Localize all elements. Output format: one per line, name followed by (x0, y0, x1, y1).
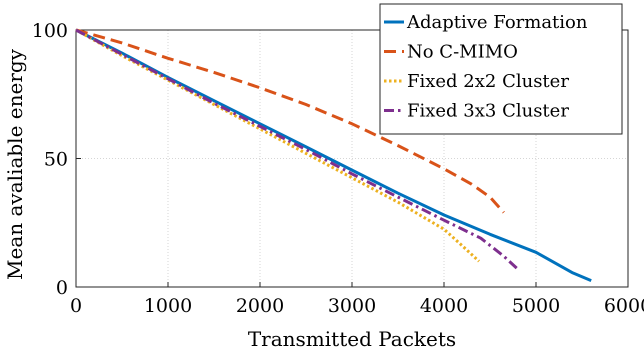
legend-label-4: Fixed 3x3 Cluster (407, 101, 569, 122)
legend-label-3: Fixed 2x2 Cluster (407, 71, 569, 92)
x-axis-label: Transmitted Packets (248, 327, 456, 351)
series-line-4 (75, 28, 519, 271)
y-tick-label: 0 (56, 277, 68, 299)
y-tick-label: 50 (44, 149, 68, 171)
legend: Adaptive Formation No C-MIMO Fixed 2x2 Clu… (379, 3, 623, 135)
legend-label-2: No C-MIMO (407, 42, 518, 63)
y-axis-label: Mean avaliable energy (3, 48, 27, 280)
series-group (75, 28, 592, 282)
legend-box (379, 3, 623, 135)
y-tick-label: 100 (32, 20, 68, 42)
x-tick-label: 0 (70, 295, 82, 317)
x-tick-label: 5000 (512, 295, 560, 317)
legend-label-1: Adaptive Formation (406, 12, 588, 33)
x-tick-label: 2000 (236, 295, 284, 317)
x-tick-label: 4000 (420, 295, 468, 317)
x-tick-label: 3000 (328, 295, 376, 317)
x-tick-label: 1000 (144, 295, 192, 317)
